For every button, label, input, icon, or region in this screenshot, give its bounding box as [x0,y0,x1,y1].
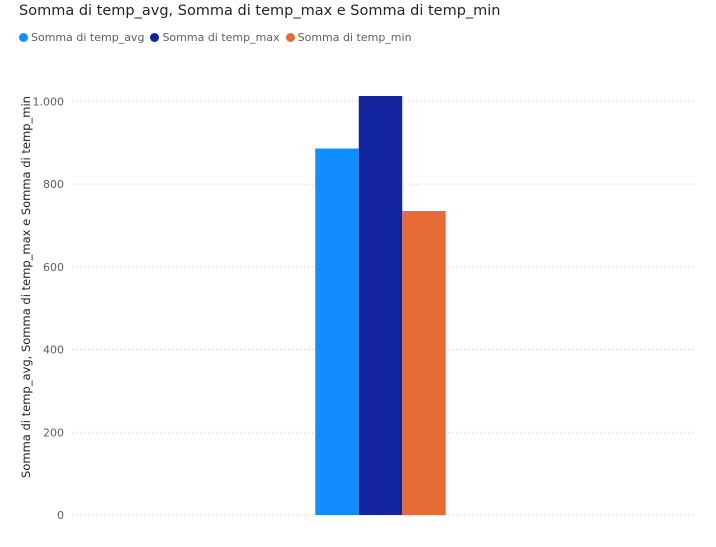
y-tick-label: 0 [57,509,64,522]
legend-label-temp-avg: Somma di temp_avg [31,31,145,44]
legend-dot-temp-avg [19,33,28,42]
y-tick-label: 600 [43,261,64,274]
legend-label-temp-min: Somma di temp_min [297,31,412,44]
bar-somma-di-temp-min[interactable] [402,210,446,515]
legend-dot-temp-min [285,33,295,42]
legend-item-temp-max[interactable]: Somma di temp_max [150,31,280,44]
legend-item-temp-avg[interactable]: Somma di temp_avg [19,31,144,44]
y-tick-label: 800 [43,178,64,191]
legend-dot-temp-max [150,33,160,42]
legend: Somma di temp_avg Somma di temp_max Somm… [19,31,418,44]
bars [315,96,446,516]
bar-somma-di-temp-max[interactable] [358,96,403,515]
y-tick-label: 400 [43,344,64,357]
y-axis-ticks: 0 200 400 600 800 1.000 [33,95,65,522]
legend-label-temp-max: Somma di temp_max [162,31,280,44]
chart-title: Somma di temp_avg, Somma di temp_max e S… [19,3,501,19]
y-tick-label: 1.000 [33,95,65,108]
bar-somma-di-temp-avg[interactable] [315,148,359,516]
legend-item-temp-min[interactable]: Somma di temp_min [285,31,412,44]
y-tick-label: 200 [43,426,64,439]
